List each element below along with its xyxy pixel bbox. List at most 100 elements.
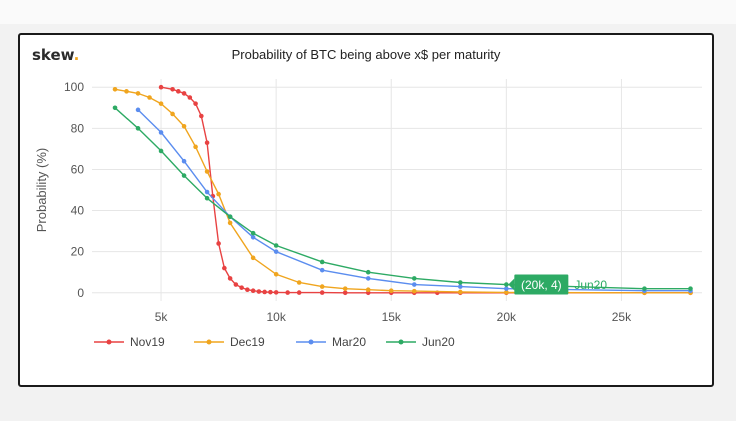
- logo-dot: .: [73, 46, 80, 64]
- legend-label: Nov19: [130, 335, 165, 349]
- series-line: [114, 88, 691, 294]
- data-point[interactable]: [319, 267, 325, 273]
- page-top-strip: [0, 0, 736, 24]
- data-point[interactable]: [642, 286, 647, 291]
- y-axis-label: Probability (%): [34, 148, 49, 233]
- data-point[interactable]: [411, 276, 417, 281]
- data-point[interactable]: [204, 195, 210, 201]
- data-point[interactable]: [250, 288, 256, 294]
- data-point[interactable]: [319, 259, 325, 265]
- data-point[interactable]: [250, 255, 256, 261]
- y-tick-label: 60: [71, 162, 85, 176]
- data-point[interactable]: [365, 287, 371, 292]
- data-point[interactable]: [458, 284, 463, 289]
- series-line: [137, 109, 691, 292]
- data-point[interactable]: [124, 89, 129, 94]
- series-line: [114, 107, 691, 290]
- data-point[interactable]: [170, 86, 175, 92]
- data-point[interactable]: [342, 286, 348, 291]
- legend-swatch-dot: [398, 339, 404, 345]
- data-point[interactable]: [273, 290, 279, 295]
- data-point[interactable]: [342, 290, 348, 296]
- data-point[interactable]: [296, 280, 302, 285]
- logo-text: skew: [32, 46, 74, 64]
- y-tick-label: 80: [71, 121, 85, 135]
- data-point[interactable]: [250, 234, 256, 240]
- legend-item-dec19[interactable]: Dec19: [194, 335, 265, 349]
- tooltip-box: [514, 274, 569, 295]
- y-tick-label: 20: [71, 245, 85, 259]
- legend: Nov19 Dec19 Mar20 Jun20: [94, 335, 455, 349]
- data-point[interactable]: [227, 276, 233, 281]
- data-point[interactable]: [245, 287, 250, 292]
- data-point[interactable]: [181, 123, 187, 129]
- data-point[interactable]: [181, 173, 187, 178]
- y-tick-label: 100: [64, 80, 84, 94]
- data-point[interactable]: [158, 130, 164, 135]
- legend-item-mar20[interactable]: Mar20: [296, 335, 366, 349]
- data-point[interactable]: [204, 169, 210, 174]
- data-point[interactable]: [319, 284, 325, 289]
- data-point[interactable]: [181, 158, 187, 164]
- data-point[interactable]: [135, 91, 141, 96]
- data-point[interactable]: [158, 101, 164, 106]
- data-point[interactable]: [273, 243, 279, 248]
- x-tick-label: 5k: [155, 310, 169, 324]
- data-point[interactable]: [112, 86, 118, 92]
- data-point[interactable]: [227, 220, 233, 226]
- legend-label: Dec19: [230, 335, 265, 349]
- data-point[interactable]: [204, 189, 210, 195]
- data-point[interactable]: [388, 288, 394, 294]
- data-point[interactable]: [504, 290, 509, 295]
- data-point[interactable]: [504, 286, 509, 291]
- data-point[interactable]: [365, 276, 371, 281]
- data-point[interactable]: [199, 113, 204, 119]
- data-point[interactable]: [411, 288, 417, 294]
- data-point[interactable]: [222, 265, 227, 271]
- data-point[interactable]: [256, 289, 262, 294]
- data-point[interactable]: [411, 282, 417, 287]
- data-point[interactable]: [193, 144, 198, 150]
- data-point[interactable]: [135, 126, 141, 131]
- legend-item-jun20[interactable]: Jun20: [386, 335, 455, 349]
- data-point[interactable]: [458, 289, 463, 295]
- data-point[interactable]: [204, 140, 210, 146]
- data-point[interactable]: [365, 269, 371, 275]
- series-line: [160, 86, 691, 294]
- data-point[interactable]: [187, 95, 193, 100]
- legend-item-nov19[interactable]: Nov19: [94, 335, 165, 349]
- data-point[interactable]: [170, 111, 175, 117]
- data-point[interactable]: [227, 214, 233, 220]
- data-point[interactable]: [239, 285, 244, 290]
- data-point[interactable]: [504, 282, 509, 287]
- x-tick-label: 15k: [382, 310, 402, 324]
- data-point[interactable]: [319, 290, 325, 295]
- data-point[interactable]: [688, 286, 693, 291]
- data-point[interactable]: [233, 282, 239, 287]
- data-point[interactable]: [273, 249, 279, 254]
- data-point[interactable]: [135, 107, 141, 113]
- data-point[interactable]: [158, 84, 164, 90]
- data-point[interactable]: [158, 148, 164, 154]
- data-point[interactable]: [458, 280, 463, 285]
- legend-swatch-dot: [308, 339, 314, 345]
- skew-logo: skew.: [32, 46, 79, 64]
- legend-label: Mar20: [332, 335, 366, 349]
- data-point[interactable]: [216, 241, 221, 246]
- data-point[interactable]: [147, 95, 152, 100]
- data-point[interactable]: [273, 271, 279, 277]
- data-point[interactable]: [193, 101, 198, 106]
- data-point[interactable]: [296, 290, 302, 295]
- data-point[interactable]: [262, 289, 267, 295]
- data-point[interactable]: [181, 91, 187, 96]
- y-axis-ticks: 0 20 40 60 80 100: [64, 80, 84, 300]
- data-point[interactable]: [176, 89, 181, 94]
- data-point[interactable]: [285, 290, 290, 295]
- data-point[interactable]: [112, 105, 118, 111]
- data-point[interactable]: [268, 289, 273, 295]
- grid-lines: [92, 79, 702, 301]
- tooltip-series-label: Jun20: [574, 278, 607, 292]
- data-point[interactable]: [216, 191, 221, 197]
- series-nov19: [158, 84, 693, 296]
- data-point[interactable]: [250, 230, 256, 236]
